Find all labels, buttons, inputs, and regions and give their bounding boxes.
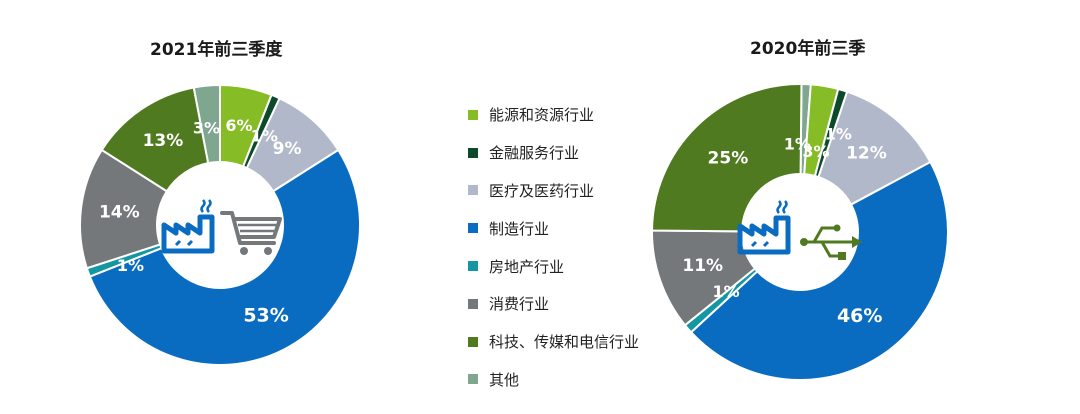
legend: 能源和资源行业 金融服务行业 医疗及医药行业 制造行业 房地产行业 消费行业 科…: [468, 96, 639, 398]
slice-label-tmt: 25%: [708, 148, 749, 168]
slice-label-finance: 1%: [251, 126, 278, 145]
legend-label: 医疗及医药行业: [489, 181, 595, 200]
legend-label: 能源和资源行业: [489, 106, 595, 125]
slice-label-energy: 3%: [802, 142, 829, 161]
slice-label-real-estate: 1%: [712, 282, 739, 301]
slice-label-healthcare: 12%: [846, 143, 887, 163]
legend-swatch: [468, 261, 478, 272]
legend-swatch: [468, 185, 478, 196]
slice-manufacturing: [88, 148, 361, 366]
slice-label-energy: 6%: [225, 116, 252, 135]
legend-item-healthcare: 医疗及医药行业: [468, 172, 639, 210]
slice-tmt: [650, 83, 803, 233]
legend-label: 消费行业: [489, 295, 550, 314]
donut-chart-2021: 6%1%9%53%1%14%13%3%: [79, 83, 361, 366]
legend-label: 制造行业: [489, 219, 550, 238]
legend-item-manufacturing: 制造行业: [468, 209, 639, 247]
slice-manufacturing: [689, 160, 949, 381]
legend-swatch: [468, 109, 478, 120]
legend-item-tmt: 科技、传媒和电信行业: [468, 323, 639, 361]
slice-label-real-estate: 1%: [117, 256, 144, 275]
slice-other: [192, 83, 221, 165]
legend-item-real-estate: 房地产行业: [468, 247, 639, 285]
slice-label-consumer: 11%: [682, 256, 723, 276]
slice-label-tmt: 13%: [143, 131, 184, 151]
donut-chart-2020: 1%3%1%12%46%1%11%25%: [650, 82, 949, 381]
slice-label-other: 3%: [193, 118, 220, 137]
legend-swatch: [468, 374, 478, 385]
factory-icon: [737, 200, 791, 255]
slice-label-consumer: 14%: [99, 202, 140, 222]
slice-label-manufacturing: 53%: [243, 304, 288, 326]
legend-swatch: [468, 298, 478, 309]
usb-icon: [800, 224, 862, 260]
legend-item-consumer: 消费行业: [468, 285, 639, 323]
legend-swatch: [468, 147, 478, 158]
legend-label: 金融服务行业: [489, 144, 580, 163]
legend-swatch: [468, 336, 478, 347]
shopping-cart-icon: [220, 211, 282, 255]
slice-label-manufacturing: 46%: [837, 305, 882, 327]
legend-item-other: 其他: [468, 361, 639, 399]
chart-title-2020: 2020年前三季: [750, 39, 866, 59]
legend-label: 其他: [489, 370, 520, 389]
factory-icon: [161, 199, 215, 254]
legend-item-finance: 金融服务行业: [468, 134, 639, 172]
legend-item-energy: 能源和资源行业: [468, 96, 639, 134]
legend-label: 房地产行业: [489, 257, 565, 276]
slice-label-other: 1%: [784, 135, 811, 154]
legend-swatch: [468, 223, 478, 234]
slice-label-healthcare: 9%: [273, 139, 302, 159]
legend-label: 科技、传媒和电信行业: [489, 333, 640, 352]
slice-label-finance: 1%: [825, 125, 852, 144]
chart-title-2021: 2021年前三季度: [150, 40, 283, 60]
